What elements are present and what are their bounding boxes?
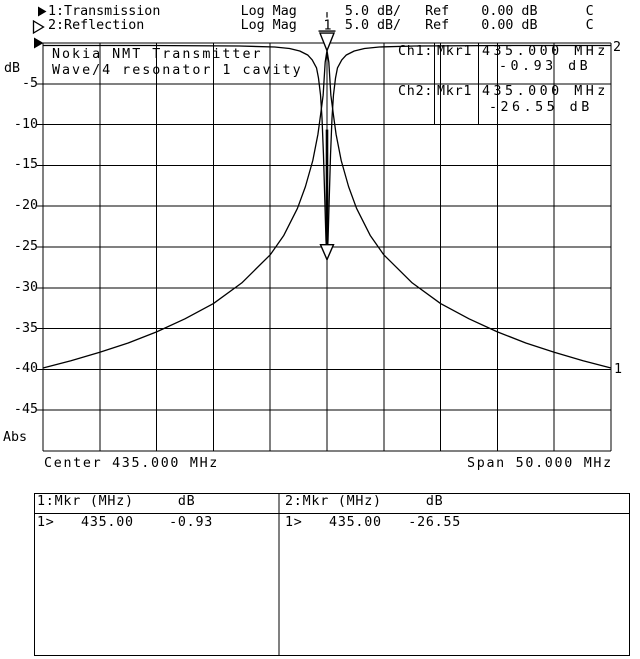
marker-table-col2-row: 1> 435.00 -26.55 [285,514,462,530]
ch1-readout-frequency: 435.000 MHz [482,44,609,59]
y-tick--30: -30 [13,279,38,295]
ch1-readout-channel: Ch1: [398,44,434,59]
y-tick--35: -35 [13,320,38,336]
ch1-readout-value: -0.93 dB [499,58,592,74]
ch1-readout-marker: Mkr1 [437,44,473,59]
ch2-readout-value: -26.55 dB [489,99,593,115]
y-tick--15: -15 [13,157,38,173]
span-label: Span 50.000 MHz [467,456,613,471]
ch2-readout-channel: Ch2: [398,84,434,99]
y-axis-unit: dB [4,61,21,76]
marker-arrow-icon [319,243,335,262]
header-lines: 1:Transmission Log Mag 5.0 dB/ Ref 0.00 … [48,5,594,33]
y-tick--20: -20 [13,198,38,214]
y-tick--45: -45 [13,402,38,418]
marker-arrow-icon [318,32,336,53]
y-tick--10: -10 [13,116,38,132]
title-line1: Nokia NMT Transmitter [52,47,263,62]
trace1-label: 1 [614,362,622,377]
channel1-active-triangle-icon [38,6,47,17]
measurement-title: Nokia NMT Transmitter Wave/4 resonator 1… [52,47,303,78]
center-frequency-label: Center 435.000 MHz [44,456,220,471]
marker-table-col2-header: 2:Mkr (MHz) dB [285,493,444,509]
ref-level-triangle-icon [34,37,44,49]
marker-table-frame [33,492,631,657]
title-line2: Wave/4 resonator 1 cavity [52,62,303,78]
header-line2: 2:Reflection Log Mag 5.0 dB/ Ref 0.00 dB… [48,18,594,33]
marker-1-ch1: 1 [318,12,336,53]
y-tick--5: -5 [21,75,38,91]
marker-1-ch2 [319,129,335,262]
graticule-grid [37,42,612,452]
trace2-label: 2 [613,40,621,55]
marker-table-col1-header: 1:Mkr (MHz) dB [37,493,196,509]
marker-table-col1-row: 1> 435.00 -0.93 [37,514,214,530]
marker-1-label: 1 [323,19,331,34]
header-line1: 1:Transmission Log Mag 5.0 dB/ Ref 0.00 … [48,4,594,19]
y-tick--40: -40 [13,361,38,377]
ch2-readout-marker: Mkr1 [437,84,473,99]
readout-cell-dividers [434,43,479,125]
ch2-readout-frequency: 435.000 MHz [482,84,609,99]
y-tick--25: -25 [13,239,38,254]
y-axis-mode: Abs [3,430,28,445]
channel2-inactive-triangle-icon [32,19,45,35]
